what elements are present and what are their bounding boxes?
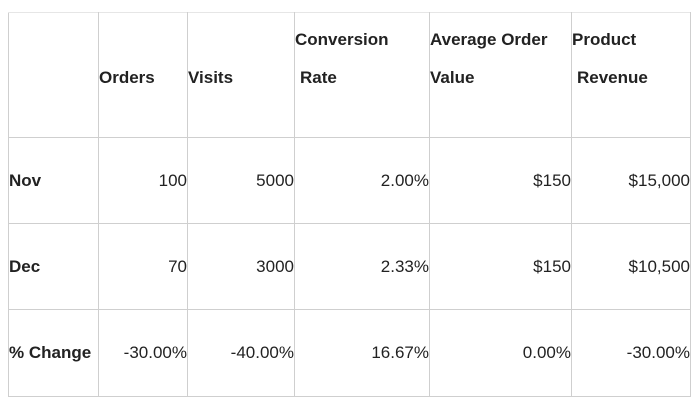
table-row-change: % Change -30.00% -40.00% 16.67% 0.00% -3… bbox=[8, 309, 691, 397]
header-orders-label: Orders bbox=[99, 68, 155, 87]
cell-orders: 100 bbox=[98, 137, 188, 224]
header-conversion-line1: Conversion bbox=[295, 30, 389, 49]
header-cell-visits: Visits bbox=[187, 12, 295, 138]
table-row-nov: Nov 100 5000 2.00% $150 $15,000 bbox=[8, 137, 691, 224]
cell-conversion-rate: 16.67% bbox=[294, 309, 430, 397]
header-aov-line2: Value bbox=[430, 68, 475, 87]
row-label: % Change bbox=[8, 309, 99, 397]
header-row: Orders Visits Conversion Rate Average Or… bbox=[8, 12, 691, 138]
row-label: Nov bbox=[8, 137, 99, 224]
header-revenue-line1: Product bbox=[572, 30, 637, 49]
header-cell-orders: Orders bbox=[98, 12, 188, 138]
header-conversion-line2: Rate bbox=[300, 68, 337, 87]
header-revenue-line2: Revenue bbox=[577, 68, 648, 87]
cell-average-order-value: $150 bbox=[429, 223, 572, 310]
cell-conversion-rate: 2.00% bbox=[294, 137, 430, 224]
cell-conversion-rate: 2.33% bbox=[294, 223, 430, 310]
row-label: Dec bbox=[8, 223, 99, 310]
cell-orders: 70 bbox=[98, 223, 188, 310]
cell-average-order-value: $150 bbox=[429, 137, 572, 224]
cell-product-revenue: -30.00% bbox=[571, 309, 691, 397]
table-row-dec: Dec 70 3000 2.33% $150 $10,500 bbox=[8, 223, 691, 310]
cell-product-revenue: $10,500 bbox=[571, 223, 691, 310]
cell-average-order-value: 0.00% bbox=[429, 309, 572, 397]
cell-product-revenue: $15,000 bbox=[571, 137, 691, 224]
cell-visits: -40.00% bbox=[187, 309, 295, 397]
header-cell-conversion-rate: Conversion Rate bbox=[294, 12, 430, 138]
header-cell-empty bbox=[8, 12, 99, 138]
header-cell-average-order-value: Average Order Value bbox=[429, 12, 572, 138]
cell-visits: 5000 bbox=[187, 137, 295, 224]
header-aov-line1: Average Order bbox=[430, 30, 548, 49]
cell-orders: -30.00% bbox=[98, 309, 188, 397]
cell-visits: 3000 bbox=[187, 223, 295, 310]
header-cell-product-revenue: Product Revenue bbox=[571, 12, 691, 138]
metrics-table: Orders Visits Conversion Rate Average Or… bbox=[8, 12, 691, 397]
header-visits-label: Visits bbox=[188, 68, 234, 87]
